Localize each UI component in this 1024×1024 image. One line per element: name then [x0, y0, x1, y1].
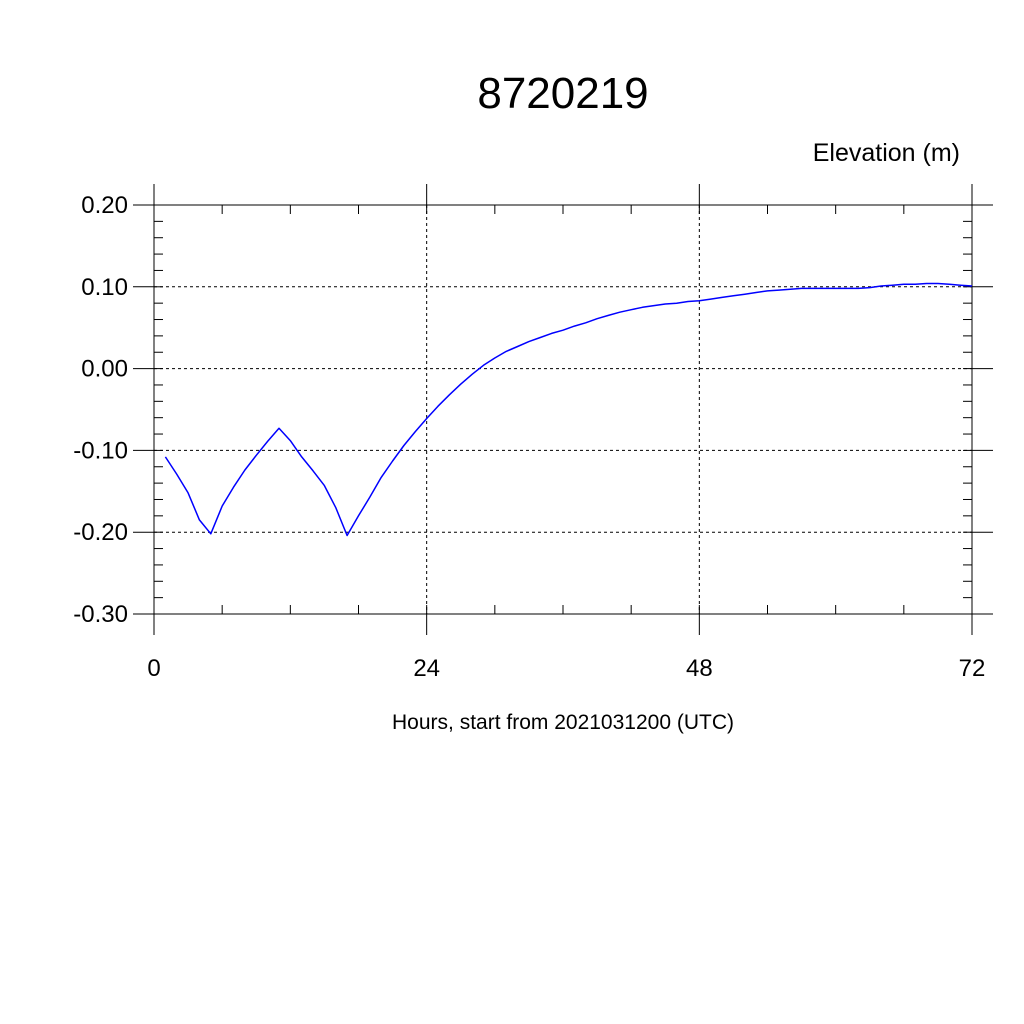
y-tick-label: -0.10 — [73, 437, 128, 464]
y-axis-label: Elevation (m) — [813, 139, 960, 167]
major-ticks — [133, 184, 993, 635]
series-line — [164, 282, 973, 537]
tick-labels: -0.30 -0.20 -0.10 0.00 0.10 0.20 0 24 48 72 — [73, 192, 985, 682]
y-tick-label: -0.30 — [73, 601, 128, 628]
series-layer — [164, 282, 973, 537]
x-axis-label: Hours, start from 2021031200 (UTC) — [392, 711, 734, 734]
plot-frame — [153, 204, 973, 615]
y-tick-label: 0.20 — [81, 192, 128, 219]
chart-title: 8720219 — [477, 69, 648, 118]
x-tick-label: 72 — [959, 655, 986, 682]
x-tick-label: 24 — [413, 655, 440, 682]
x-tick-label: 0 — [147, 655, 160, 682]
y-tick-label: 0.10 — [81, 274, 128, 301]
x-tick-label: 48 — [686, 655, 713, 682]
y-tick-label: 0.00 — [81, 356, 128, 383]
y-tick-label: -0.20 — [73, 519, 128, 546]
